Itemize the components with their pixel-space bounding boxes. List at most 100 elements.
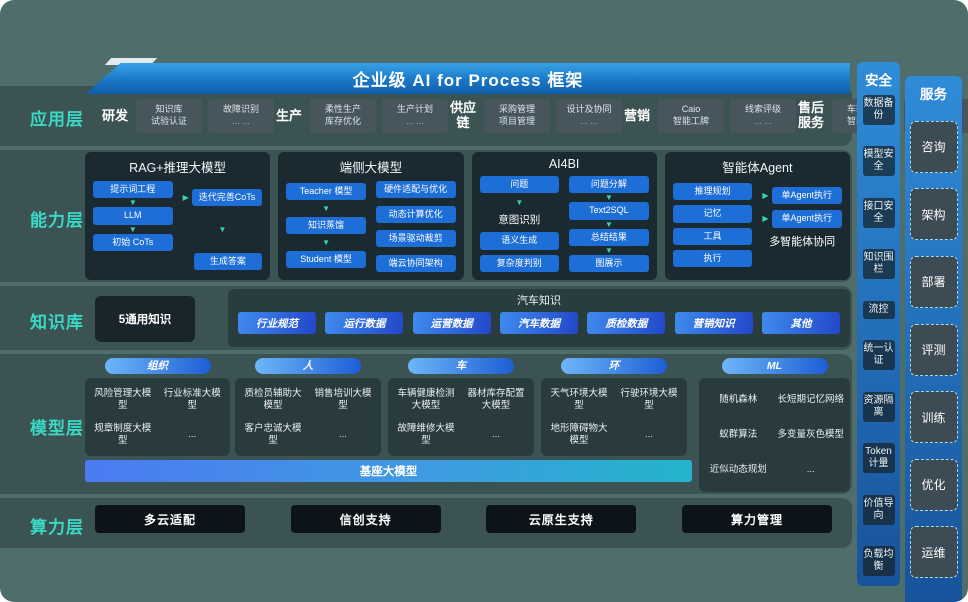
app-box-line: 故障识别 [222, 104, 259, 115]
compute-box: 多云适配 [95, 505, 245, 533]
security-item: 资源隔离 [862, 391, 895, 422]
flow-step: LLM [93, 207, 173, 225]
app-box-line: Caio [681, 104, 701, 115]
capability-layer-row: RAG+推理大模型 提示词工程 ▼ LLM ▼ 初始 CoTs ▶ 迭代完善CoT… [85, 152, 850, 280]
arrow-down-icon: ▼ [218, 225, 227, 234]
flow-step: 语义生成 [479, 232, 560, 250]
flow-step: 复杂度判别 [479, 254, 560, 272]
general-knowledge-box: 5通用知识 [95, 296, 195, 342]
model-group-header: 人 [255, 358, 361, 374]
cap-box-title: RAG+推理大模型 [129, 161, 227, 175]
service-column: 服务 咨询 架构 部署 评测 训练 优化 运维 [905, 76, 962, 602]
model-item: 近似动态规划 [709, 464, 767, 476]
model-item: ... [188, 428, 197, 440]
security-column: 安全 数据备份 模型安全 接口安全 知识围栏 流控 统一认证 资源隔离 Toke… [857, 62, 900, 586]
security-item: 价值导向 [862, 494, 895, 525]
security-item: 接口安全 [862, 197, 895, 228]
app-box-line: 柔性生产 [324, 104, 361, 115]
model-item: 风险管理大模型 [94, 387, 152, 411]
knowledge-pill: 运营数据 [412, 312, 491, 334]
app-box-line: 知识库 [155, 104, 183, 115]
app-group-name: 供应链 [449, 100, 476, 130]
model-group-header: ML [721, 358, 828, 374]
security-item: 统一认证 [862, 340, 895, 371]
app-box: 采购管理 项目管理 [484, 99, 550, 133]
knowledge-pill: 其他 [761, 312, 840, 334]
arrow-right-icon: ▶ [182, 193, 189, 203]
model-item: 行业标准大模型 [163, 387, 221, 411]
flow-step: 问题分解 [569, 176, 649, 194]
service-item: 评测 [909, 323, 958, 376]
app-box-line: ... ... [232, 116, 250, 126]
arrow-down-icon: ▼ [604, 245, 613, 255]
model-layer-area: 组织 风险管理大模型 行业标准大模型 规章制度大模型 ... 人 质检员辅助大模… [85, 358, 850, 494]
foundation-model-bar: 基座大模型 [85, 460, 692, 482]
app-box-line: ... ... [754, 116, 772, 126]
flow-step: 单Agent执行 [771, 210, 842, 228]
security-item: Token计量 [862, 443, 895, 474]
security-item: 知识围栏 [862, 249, 895, 280]
app-group-rnd: 研发 知识库 试验认证 故障识别... ... [100, 99, 274, 133]
flow-step: 端云协同架构 [375, 254, 456, 272]
security-header: 安全 [865, 73, 892, 88]
model-item: 多变量灰色模型 [777, 429, 844, 441]
arrow-right-icon: ▶ [762, 214, 769, 224]
flow-step: 记忆 [672, 205, 753, 223]
label-knowledge-layer: 知识库 [30, 313, 84, 332]
service-item: 训练 [909, 391, 958, 444]
flow-step: 初始 CoTs [93, 233, 173, 251]
service-item: 运维 [909, 526, 958, 579]
knowledge-pill: 质检数据 [587, 312, 666, 334]
flow-step: 知识蒸馏 [286, 216, 366, 235]
service-item: 优化 [909, 458, 958, 511]
app-box: 生产计划... ... [382, 99, 448, 133]
arrow-down-icon: ▼ [515, 198, 524, 208]
app-box: 柔性生产 库存优化 [310, 99, 376, 133]
model-item: 销售培训大模型 [314, 387, 372, 411]
knowledge-pill: 营销知识 [674, 312, 753, 334]
model-item: 车辆健康检测大模型 [397, 387, 455, 411]
model-group-ml: ML 随机森林 长短期记忆网络 蚁群算法 多变量灰色模型 近似动态规划 ... [699, 358, 850, 492]
compute-box: 信创支持 [290, 505, 441, 533]
cap-box-title: 智能体Agent [722, 161, 793, 175]
flow-step: Student 模型 [286, 250, 366, 268]
flow-step: 提示词工程 [93, 181, 173, 199]
model-item: 蚁群算法 [719, 429, 758, 441]
arrow-down-icon: ▼ [322, 204, 331, 214]
edge-model-box: 端侧大模型 Teacher 模型 ▼ 知识蒸馏 ▼ Student 模型 硬件适… [278, 152, 464, 280]
model-item: ... [645, 428, 653, 440]
app-box-line: 线索评级 [744, 104, 781, 115]
model-item: 天气环境大模型 [550, 387, 608, 411]
model-group-vehicle: 车 车辆健康检测大模型 器材库存配置大模型 故障维修大模型 ... [388, 358, 534, 456]
flow-step: 场景驱动裁剪 [375, 230, 456, 248]
app-box: 故障识别... ... [208, 99, 274, 133]
cap-box-title: AI4BI [548, 157, 580, 171]
flow-step: 生成答案 [193, 252, 263, 270]
flow-step: 执行 [672, 249, 753, 267]
knowledge-pill: 汽车数据 [499, 312, 578, 334]
flow-step: 工具 [672, 227, 753, 245]
agent-box: 智能体Agent 推理规划 记忆 工具 执行 ▶ 单Agent执行 ▶ 单Agent… [664, 152, 850, 280]
model-item: 长短期记忆网络 [777, 393, 844, 405]
model-item: 器材库存配置大模型 [467, 387, 525, 411]
automotive-knowledge-title: 汽车知识 [517, 295, 561, 307]
service-item: 部署 [909, 255, 958, 308]
intent-recognition-label: 意图识别 [498, 213, 541, 226]
application-layer-row: 研发 知识库 试验认证 故障识别... ... 生产 柔性生产 库存优化 生产计划.… [100, 90, 968, 142]
knowledge-pill: 行业规范 [238, 312, 316, 334]
model-item: ... [806, 464, 815, 476]
app-group-production: 生产 柔性生产 库存优化 生产计划... ... [274, 99, 448, 133]
model-item: 随机森林 [719, 393, 758, 405]
label-compute-layer: 算力层 [30, 518, 84, 537]
app-box-line: 设计及协同 [566, 104, 612, 115]
flow-step: 推理规划 [672, 183, 753, 201]
security-item: 数据备份 [862, 95, 895, 125]
arrow-down-icon: ▼ [604, 193, 613, 203]
label-capability-layer: 能力层 [30, 211, 84, 230]
model-group-header: 环 [561, 358, 667, 374]
rag-reasoning-model-box: RAG+推理大模型 提示词工程 ▼ LLM ▼ 初始 CoTs ▶ 迭代完善CoT… [85, 152, 271, 280]
arrow-down-icon: ▼ [604, 219, 613, 229]
knowledge-pill: 运行数据 [325, 312, 404, 334]
service-header: 服务 [920, 87, 947, 102]
